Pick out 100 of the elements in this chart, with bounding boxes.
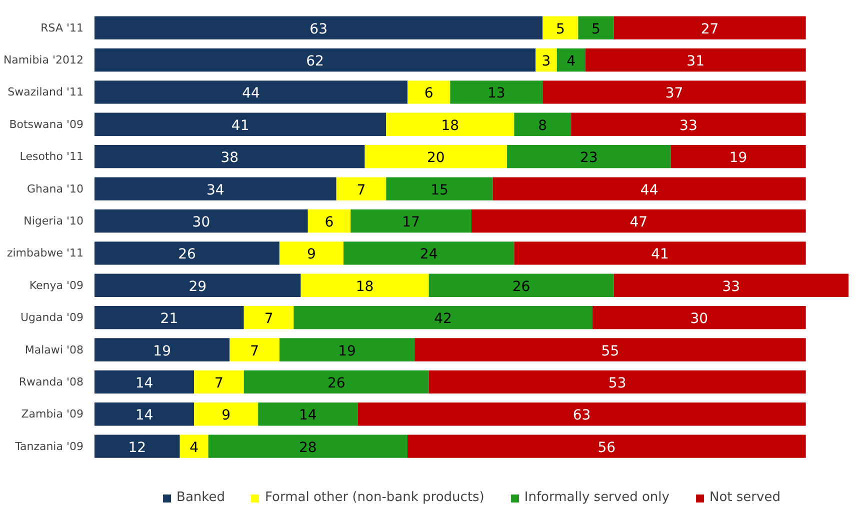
data-label: 8 xyxy=(538,118,548,134)
bar xyxy=(94,48,536,72)
bar xyxy=(94,306,244,330)
y-tick-label: Malawi '08 xyxy=(24,343,84,356)
bar xyxy=(94,209,308,233)
bar xyxy=(94,402,194,426)
bar xyxy=(230,338,280,362)
bar xyxy=(571,112,806,136)
data-label: 14 xyxy=(298,408,317,424)
data-label: 37 xyxy=(665,86,684,102)
bar xyxy=(244,306,294,330)
data-label: 9 xyxy=(222,408,231,424)
bar xyxy=(94,274,301,297)
bar xyxy=(279,242,344,265)
data-label: 33 xyxy=(680,118,698,134)
bar xyxy=(300,274,429,297)
bar xyxy=(614,274,848,297)
data-label: 26 xyxy=(178,246,196,263)
data-label: 17 xyxy=(402,214,420,230)
data-label: 28 xyxy=(298,440,317,456)
bar xyxy=(180,434,208,458)
bar xyxy=(592,306,806,330)
bar xyxy=(358,402,806,426)
bar xyxy=(614,16,806,40)
y-tick-label: RSA '11 xyxy=(40,21,84,34)
data-label: 5 xyxy=(556,21,565,38)
y-tick-label: Lesotho '11 xyxy=(20,150,84,164)
bar xyxy=(407,80,450,104)
bar xyxy=(428,370,806,394)
bar xyxy=(386,177,493,200)
data-label: 55 xyxy=(601,343,620,360)
bar xyxy=(414,338,806,362)
data-label: 14 xyxy=(135,408,154,424)
bar xyxy=(364,145,508,168)
legend-label: Banked xyxy=(176,490,225,505)
y-tick-label: Kenya '09 xyxy=(29,278,84,292)
bar xyxy=(343,242,514,265)
data-label: 29 xyxy=(188,278,207,295)
data-label: 18 xyxy=(356,278,374,295)
y-tick-label: Zambia '09 xyxy=(21,408,84,421)
data-label: 26 xyxy=(512,278,530,295)
data-label: 15 xyxy=(430,182,448,198)
bar xyxy=(428,274,614,297)
bar xyxy=(194,370,244,394)
data-label: 19 xyxy=(729,150,748,166)
data-label: 30 xyxy=(690,311,708,328)
data-label: 7 xyxy=(356,182,366,198)
data-label: 3 xyxy=(542,54,551,70)
bar xyxy=(94,242,280,265)
legend-label: Formal other (non-bank products) xyxy=(265,490,484,505)
data-label: 23 xyxy=(580,150,598,166)
bar xyxy=(94,177,336,200)
y-tick-label: Uganda '09 xyxy=(20,311,84,324)
bar xyxy=(514,242,806,265)
data-label: 44 xyxy=(242,86,260,102)
data-label: 34 xyxy=(206,182,224,198)
data-label: 53 xyxy=(608,375,626,392)
data-label: 6 xyxy=(424,86,434,102)
bar xyxy=(556,48,586,72)
data-label: 14 xyxy=(135,375,154,392)
bar xyxy=(94,112,386,136)
data-label: 44 xyxy=(640,182,658,198)
data-label: 41 xyxy=(231,118,250,134)
bar xyxy=(407,434,806,458)
data-label: 41 xyxy=(651,246,669,263)
data-label: 7 xyxy=(250,343,260,360)
data-label: 42 xyxy=(434,311,452,328)
data-label: 19 xyxy=(153,343,171,360)
y-tick-label: Nigeria '10 xyxy=(24,214,84,228)
bar xyxy=(507,145,671,168)
bar xyxy=(542,80,806,104)
data-label: 27 xyxy=(700,21,719,38)
bar xyxy=(578,16,614,40)
y-tick-label: Ghana '10 xyxy=(27,182,84,196)
data-label: 9 xyxy=(307,246,316,263)
bar xyxy=(94,434,180,458)
bar xyxy=(472,209,806,233)
bar xyxy=(492,177,806,200)
data-label: 56 xyxy=(598,440,616,456)
bar xyxy=(542,16,578,40)
bar xyxy=(94,370,194,394)
bar xyxy=(94,16,543,40)
data-label: 63 xyxy=(572,408,591,424)
data-label: 7 xyxy=(214,375,224,392)
data-label: 26 xyxy=(327,375,346,392)
data-label: 47 xyxy=(630,214,648,230)
data-label: 12 xyxy=(128,440,146,456)
bar xyxy=(94,145,365,168)
y-tick-label: Tanzania '09 xyxy=(14,440,84,453)
bar xyxy=(670,145,806,168)
bar xyxy=(386,112,514,136)
bar xyxy=(194,402,258,426)
bar xyxy=(350,209,472,233)
y-tick-label: Rwanda '08 xyxy=(18,375,84,388)
y-tick-label: zimbabwe '11 xyxy=(6,246,84,260)
bar xyxy=(585,48,806,72)
data-label: 18 xyxy=(441,118,460,134)
data-label: 6 xyxy=(324,214,334,230)
data-label: 63 xyxy=(310,21,328,38)
bar xyxy=(94,80,408,104)
